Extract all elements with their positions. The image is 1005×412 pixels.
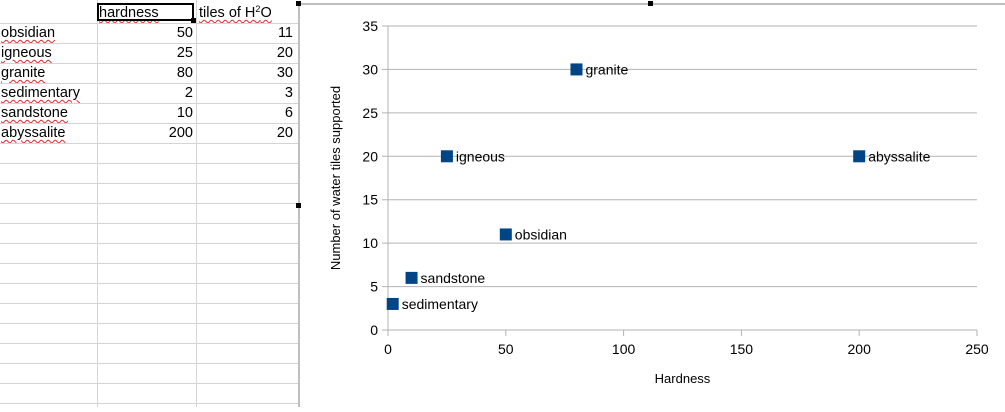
x-tick-label: 0: [384, 341, 392, 357]
cell-name-igneous[interactable]: igneous: [1, 45, 52, 61]
row-gridline: [0, 243, 300, 244]
cell-tiles-abyssalite[interactable]: 20: [276, 125, 293, 141]
x-axis-title: Hardness: [655, 371, 711, 386]
row-gridline: [0, 143, 300, 144]
header-tiles-prefix: tiles of H: [199, 5, 256, 21]
cell-name-abyssalite[interactable]: abyssalite: [1, 125, 66, 141]
cell-hardness-igneous[interactable]: 25: [176, 45, 193, 61]
row-gridline: [0, 363, 300, 364]
cell-hardness-sedimentary[interactable]: 2: [184, 85, 193, 101]
row-gridline: [0, 203, 300, 204]
y-tick-label: 25: [362, 105, 378, 121]
y-tick-label: 0: [370, 322, 378, 338]
data-label-sedimentary: sedimentary: [402, 296, 478, 312]
y-tick-label: 30: [362, 61, 378, 77]
cell-hardness-obsidian[interactable]: 50: [176, 25, 193, 41]
row-gridline: [0, 263, 300, 264]
data-label-igneous: igneous: [456, 148, 505, 164]
row-gridline: [0, 303, 300, 304]
data-point-sandstone: [405, 271, 418, 284]
cell-cursor-handle[interactable]: [191, 18, 196, 23]
cell-name-granite[interactable]: granite: [1, 65, 46, 81]
y-tick-label: 15: [362, 192, 378, 208]
data-point-sedimentary: [386, 297, 399, 310]
cell-tiles-igneous[interactable]: 20: [276, 45, 293, 61]
cell-hardness-granite[interactable]: 80: [176, 65, 193, 81]
cell-hardness-sandstone[interactable]: 10: [176, 105, 193, 121]
column-gridline: [196, 0, 197, 407]
cell-cursor: [97, 3, 194, 21]
scatter-chart: 0 5 10 15 20 25 30 35 0 50 100 150 200 250 Hardness Num…: [328, 18, 989, 386]
y-tick-label: 5: [370, 279, 378, 295]
row-gridline: [0, 163, 300, 164]
data-label-sandstone: sandstone: [421, 270, 486, 286]
row-gridline: [0, 283, 300, 284]
header-tiles-superscript: 2: [255, 4, 261, 14]
row-gridline: [0, 123, 300, 124]
header-tiles-suffix: O: [260, 5, 272, 21]
header-hardness[interactable]: hardness: [99, 5, 159, 21]
data-point-obsidian: [499, 228, 512, 241]
cell-hardness-abyssalite[interactable]: 200: [168, 125, 193, 141]
row-gridline: [0, 63, 300, 64]
chart-resize-handle-top-middle[interactable]: [648, 1, 653, 6]
chart-resize-handle-left-middle[interactable]: [296, 203, 301, 208]
row-gridline: [0, 43, 300, 44]
row-gridline: [0, 83, 300, 84]
row-gridline: [0, 23, 300, 24]
cell-tiles-sandstone[interactable]: 6: [284, 105, 293, 121]
cell-tiles-obsidian[interactable]: 11: [277, 25, 293, 41]
data-label-granite: granite: [585, 61, 628, 77]
y-tick-label: 35: [362, 18, 378, 34]
x-tick-label: 100: [612, 341, 636, 357]
x-tick-label: 250: [965, 341, 989, 357]
cell-name-obsidian[interactable]: obsidian: [1, 25, 56, 41]
column-gridline: [97, 0, 98, 407]
data-point-igneous: [440, 150, 453, 163]
data-point-granite: [570, 63, 583, 76]
x-tick-label: 150: [730, 341, 754, 357]
row-gridline: [0, 383, 300, 384]
row-gridline: [0, 223, 300, 224]
x-tick-label: 50: [498, 341, 514, 357]
data-point-abyssalite: [853, 150, 866, 163]
row-gridline: [0, 323, 300, 324]
chart-resize-handle-top-left[interactable]: [296, 1, 301, 6]
chart-object[interactable]: 0 5 10 15 20 25 30 35 0 50 100 150 200 250 Hardness Num…: [298, 3, 1005, 407]
row-gridline: [0, 343, 300, 344]
cell-tiles-sedimentary[interactable]: 3: [284, 85, 293, 101]
data-label-obsidian: obsidian: [515, 226, 567, 242]
cell-name-sedimentary[interactable]: sedimentary: [1, 85, 80, 101]
row-gridline: [0, 403, 300, 404]
cell-tiles-granite[interactable]: 30: [276, 65, 293, 81]
row-gridline: [0, 183, 300, 184]
y-tick-label: 20: [362, 148, 378, 164]
y-tick-label: 10: [362, 235, 378, 251]
x-tick-label: 200: [848, 341, 872, 357]
cell-name-sandstone[interactable]: sandstone: [1, 105, 68, 121]
data-label-abyssalite: abyssalite: [868, 148, 930, 164]
header-tiles[interactable]: tiles of H2O: [199, 4, 295, 23]
y-axis-title: Number of water tiles supported: [328, 86, 343, 270]
row-gridline: [0, 103, 300, 104]
